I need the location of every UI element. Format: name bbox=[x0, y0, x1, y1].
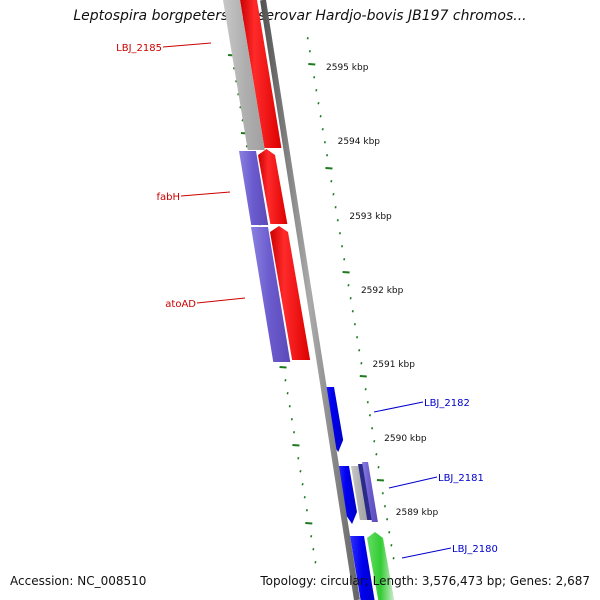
outer-tick bbox=[334, 206, 337, 209]
inner-tick bbox=[310, 535, 313, 538]
scale-label: 2594 kbp bbox=[338, 137, 381, 147]
outer-tick bbox=[349, 297, 352, 300]
outer-tick bbox=[336, 219, 339, 222]
label-leader-line bbox=[196, 297, 246, 304]
scale-label: 2592 kbp bbox=[361, 286, 404, 296]
inner-tick bbox=[288, 405, 291, 408]
outer-tick bbox=[353, 323, 357, 326]
purple-gene-block bbox=[239, 151, 269, 225]
scale-label: 2591 kbp bbox=[373, 360, 416, 370]
outer-tick bbox=[343, 258, 346, 261]
label-leader-line bbox=[401, 547, 452, 559]
red-gene-block bbox=[270, 226, 311, 360]
outer-tick bbox=[366, 401, 369, 404]
label-leaders: LBJ_2185 fabH atoAD LBJ_2182 LBJ_2181 LBJ_218… bbox=[116, 42, 498, 559]
grey-gene-block bbox=[223, 0, 265, 150]
gene-label: fabH bbox=[156, 192, 180, 203]
label-leader-line bbox=[180, 191, 231, 197]
genome-summary-text: Topology: circular; Length: 3,576,473 bp… bbox=[260, 574, 590, 588]
red-gene-block bbox=[240, 0, 282, 148]
inner-tick bbox=[297, 457, 300, 460]
gene-label: LBJ_2180 bbox=[452, 544, 498, 555]
scale-label: 2589 kbp bbox=[396, 508, 439, 518]
outer-tick bbox=[351, 310, 354, 313]
grey-gene-block bbox=[351, 466, 369, 520]
inner-tick bbox=[292, 431, 296, 434]
outer-tick bbox=[319, 115, 322, 118]
outer-tick bbox=[360, 362, 363, 365]
outer-tick bbox=[323, 141, 326, 144]
accession-text: Accession: NC_008510 bbox=[10, 574, 147, 588]
outer-tick bbox=[390, 544, 393, 547]
outer-tick bbox=[368, 414, 372, 417]
inner-tick bbox=[303, 496, 306, 499]
outer-tick bbox=[341, 245, 344, 248]
outer-tick bbox=[359, 375, 367, 378]
purple-gene-block bbox=[251, 227, 291, 362]
inner-tick bbox=[299, 470, 302, 473]
outer-tick bbox=[383, 505, 387, 508]
outer-tick bbox=[338, 232, 341, 235]
outer-tick bbox=[332, 193, 335, 196]
outer-tick bbox=[373, 440, 376, 443]
inner-tick bbox=[305, 509, 308, 512]
outer-tick bbox=[392, 557, 395, 560]
inner-tick bbox=[286, 392, 289, 395]
outer-tick bbox=[306, 37, 309, 40]
backbone-line bbox=[260, 0, 360, 600]
outer-tick bbox=[371, 427, 374, 430]
outer-tick bbox=[342, 271, 350, 274]
outer-tick bbox=[347, 284, 350, 287]
inner-tick bbox=[305, 522, 313, 525]
inner-tick bbox=[279, 366, 287, 369]
gene-label: atoAD bbox=[165, 299, 196, 310]
outer-tick bbox=[388, 531, 391, 534]
label-leader-line bbox=[373, 401, 424, 413]
inner-tick bbox=[292, 444, 300, 447]
outer-tick bbox=[315, 89, 318, 92]
outer-tick bbox=[356, 336, 359, 339]
outer-tick bbox=[330, 180, 333, 183]
outer-tick bbox=[325, 154, 329, 157]
outer-tick-track bbox=[306, 37, 395, 560]
outer-tick bbox=[364, 388, 367, 391]
outer-tick bbox=[325, 167, 333, 170]
gene-label: LBJ_2182 bbox=[424, 398, 470, 409]
genome-backbone bbox=[260, 0, 360, 600]
gene-label: LBJ_2185 bbox=[116, 43, 162, 54]
outer-tick bbox=[321, 128, 324, 131]
map-title: Leptospira borgpetersenii serovar Hardjo… bbox=[73, 8, 527, 24]
inner-tick bbox=[312, 548, 315, 551]
green-gene-block bbox=[367, 532, 395, 600]
outer-tick bbox=[386, 518, 389, 521]
gene-features bbox=[223, 0, 395, 600]
outer-tick bbox=[377, 466, 380, 469]
inner-tick bbox=[284, 379, 287, 382]
kbp-scale: 2595 kbp 2594 kbp 2593 kbp 2592 kbp 2591 kbp… bbox=[326, 63, 438, 518]
blue-gene-block bbox=[350, 536, 375, 600]
outer-tick bbox=[375, 453, 378, 456]
outer-tick bbox=[376, 479, 385, 482]
purple-gene-block bbox=[362, 462, 378, 522]
scale-label: 2590 kbp bbox=[384, 434, 427, 444]
outer-tick bbox=[358, 349, 361, 352]
outer-tick bbox=[308, 50, 311, 53]
scale-label: 2595 kbp bbox=[326, 63, 369, 73]
gene-label: LBJ_2181 bbox=[438, 473, 484, 484]
red-gene-block bbox=[258, 149, 288, 224]
outer-tick bbox=[313, 76, 316, 79]
label-leader-line bbox=[388, 476, 438, 489]
inner-tick bbox=[290, 418, 293, 421]
inner-tick bbox=[301, 483, 304, 486]
outer-tick bbox=[317, 102, 320, 105]
outer-tick bbox=[381, 492, 384, 495]
label-leader-line bbox=[162, 42, 212, 48]
scale-label: 2593 kbp bbox=[349, 212, 392, 222]
outer-tick bbox=[308, 63, 316, 66]
inner-tick bbox=[314, 561, 317, 564]
purple-gene-block bbox=[358, 464, 373, 520]
